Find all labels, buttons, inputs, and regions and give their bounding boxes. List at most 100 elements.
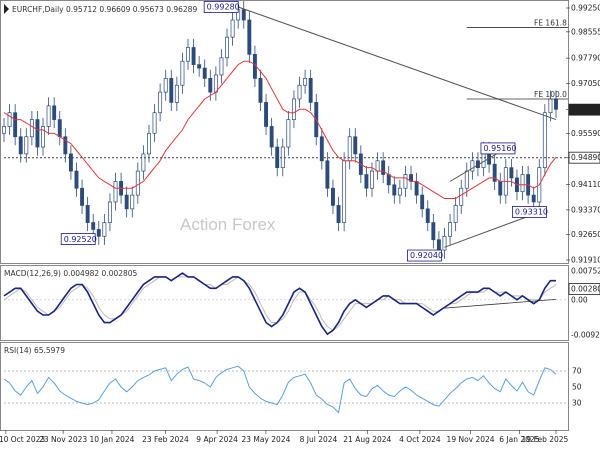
candle-body bbox=[241, 9, 246, 21]
fibo-level-label: FE 161.8 bbox=[534, 19, 567, 28]
candle-body bbox=[107, 201, 112, 223]
price-annotation-label: 0.99280 bbox=[207, 3, 240, 12]
candle-body bbox=[141, 153, 146, 172]
macd-tick-label: 0.007525 bbox=[571, 267, 600, 276]
x-tick-label: 23 Nov 2023 bbox=[39, 435, 87, 444]
price-annotation-box bbox=[407, 249, 442, 262]
price-annotation-box bbox=[480, 142, 516, 155]
price-layer: FE 161.8 FE 100.0 0.99280 0.92520 0.95160 0.9… bbox=[2, 1, 568, 262]
candle-body bbox=[57, 119, 62, 138]
rsi-tick-label: 50 bbox=[572, 383, 582, 392]
rsi-tick-label: 70 bbox=[572, 367, 582, 376]
candle-body bbox=[18, 136, 23, 155]
candle-body bbox=[169, 78, 174, 103]
price-panel bbox=[0, 0, 569, 264]
macd-line bbox=[3, 272, 556, 336]
x-tick-label: 19 Feb 2025 bbox=[522, 435, 569, 444]
candle-body bbox=[264, 102, 269, 127]
y-tick-label: 0.93370 bbox=[571, 205, 600, 214]
candle-body bbox=[303, 78, 308, 86]
candle-body bbox=[459, 187, 464, 206]
candle-body bbox=[13, 112, 18, 138]
candle-body bbox=[225, 36, 229, 59]
candle-body bbox=[381, 160, 386, 175]
candle-body bbox=[464, 170, 469, 189]
macd-signal-line bbox=[3, 276, 557, 331]
candle-body bbox=[208, 78, 213, 93]
y-tick-label: 0.99250 bbox=[571, 4, 600, 13]
y-tick-label: 0.94890 bbox=[571, 153, 600, 162]
candle-body bbox=[420, 194, 425, 210]
candle-body bbox=[331, 187, 335, 206]
candle-body bbox=[135, 170, 140, 196]
candle-body bbox=[308, 78, 313, 103]
symbol-line: EURCHF,Daily 0.95712 0.96609 0.95673 0.9… bbox=[12, 5, 197, 14]
candle-body bbox=[498, 181, 503, 196]
candle-body bbox=[174, 84, 179, 103]
candle-body bbox=[414, 181, 419, 196]
x-tick-label: 23 Feb 2024 bbox=[142, 435, 189, 444]
candle-body bbox=[542, 112, 547, 168]
y-tick-label: 0.96289 bbox=[571, 105, 600, 114]
axis-layer: 0.99250 0.98555 0.97790 0.97050 0.96289 0.955… bbox=[0, 4, 600, 444]
rsi-panel bbox=[0, 342, 569, 431]
candle-body bbox=[436, 239, 441, 251]
candle-body bbox=[403, 174, 408, 189]
candle-body bbox=[147, 132, 151, 155]
x-tick-label: 10 Jan 2024 bbox=[89, 435, 134, 444]
candle-body bbox=[342, 160, 347, 223]
candle-body bbox=[364, 174, 369, 189]
candle-body bbox=[29, 119, 34, 138]
channel-lower-line bbox=[444, 211, 540, 248]
candle-body bbox=[163, 78, 168, 93]
y-tick-label: 0.97050 bbox=[571, 79, 600, 88]
x-tick-label: 6 Jan 2025 bbox=[499, 435, 539, 444]
rsi-line bbox=[3, 365, 557, 414]
price-annotation-label: 0.92520 bbox=[64, 235, 97, 244]
candle-body bbox=[353, 136, 358, 155]
candle-body bbox=[509, 167, 514, 179]
price-annotation-box bbox=[203, 1, 239, 13]
candle-body bbox=[286, 119, 291, 148]
candle-body bbox=[202, 67, 207, 79]
candle-body bbox=[219, 57, 224, 76]
candle-body bbox=[2, 126, 6, 134]
x-tick-label: 8 Jul 2024 bbox=[300, 435, 338, 444]
y-tick-label: 0.94110 bbox=[571, 180, 600, 189]
candle-body bbox=[347, 136, 352, 162]
rsi-layer bbox=[3, 365, 568, 414]
macd-panel bbox=[0, 265, 569, 341]
macd-layer bbox=[3, 272, 568, 336]
y-tick-label: 0.95590 bbox=[571, 129, 600, 138]
y-tick-label: 0.97790 bbox=[571, 54, 600, 63]
rsi-label: RSI(14) 65.5979 bbox=[4, 346, 65, 355]
candle-body bbox=[7, 112, 12, 127]
x-tick-label: 9 Apr 2024 bbox=[196, 435, 238, 444]
candle-body bbox=[130, 194, 135, 210]
candle-body bbox=[80, 187, 85, 206]
candle-body bbox=[520, 174, 525, 193]
symbol-header: EURCHF,Daily 0.95712 0.96609 0.95673 0.9… bbox=[4, 4, 197, 14]
macd-value-tag bbox=[568, 283, 600, 295]
macd-tick-label: 0.002805 bbox=[571, 285, 600, 294]
candle-body bbox=[247, 19, 252, 55]
candle-body bbox=[124, 194, 129, 210]
candle-body bbox=[425, 208, 430, 223]
candle-body bbox=[258, 78, 263, 103]
y-tick-label: 0.98555 bbox=[571, 27, 600, 36]
candle-body bbox=[442, 235, 447, 251]
candle-body bbox=[291, 98, 296, 120]
macd-tick-label: -0.009252 bbox=[571, 331, 600, 340]
candle-body bbox=[96, 229, 101, 237]
x-tick-label: 19 Nov 2024 bbox=[447, 435, 495, 444]
candle-body bbox=[297, 84, 302, 100]
y-tick-label: 0.92650 bbox=[571, 230, 600, 239]
candle-body bbox=[63, 136, 68, 155]
candle-body bbox=[397, 187, 402, 196]
candle-body bbox=[191, 47, 196, 65]
candle-body bbox=[186, 47, 190, 62]
candle-body bbox=[448, 222, 453, 237]
candle-body bbox=[392, 184, 397, 196]
fibo-level-label: FE 100.0 bbox=[534, 90, 567, 99]
